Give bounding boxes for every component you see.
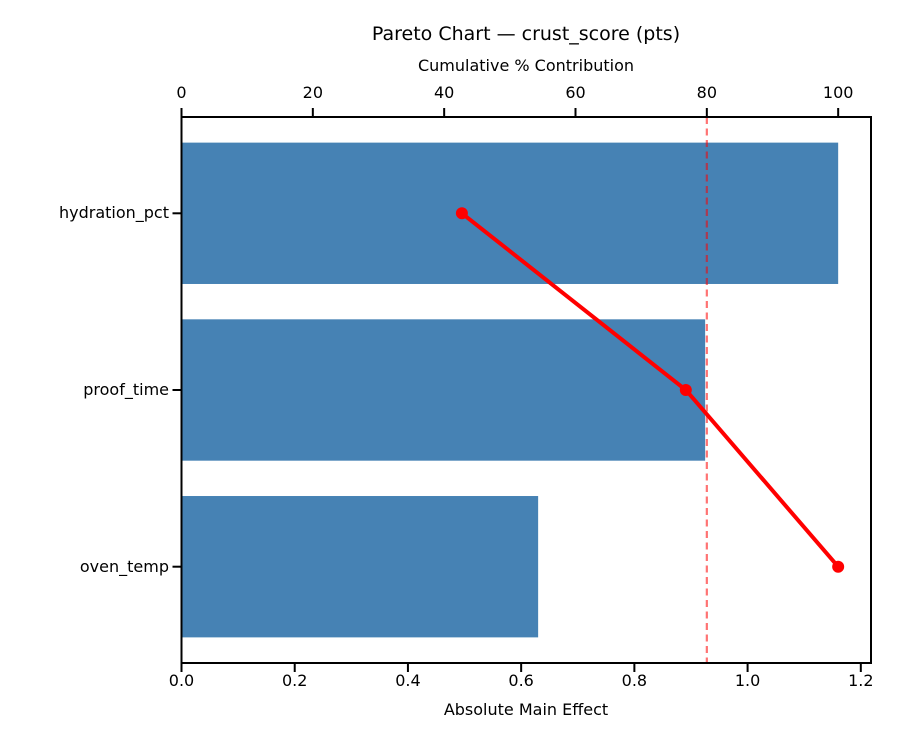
cumulative-point-oven_temp (832, 560, 845, 573)
bottom-axis-tick-label: 0.6 (508, 671, 534, 690)
cumulative-point-hydration_pct (455, 207, 468, 220)
category-label-proof_time: proof_time (83, 380, 169, 399)
top-axis-label: Cumulative % Contribution (417, 56, 635, 75)
bottom-axis-tick-label: 1.2 (848, 671, 874, 690)
cumulative-point-proof_time (679, 384, 692, 396)
top-axis-tick-label: 40 (433, 83, 455, 102)
category-label-oven_temp: oven_temp (79, 556, 169, 576)
top-axis-tick-label: 80 (696, 83, 718, 102)
bottom-axis-tick-label: 0.2 (281, 671, 308, 690)
bar-hydration_pct (181, 142, 839, 284)
bottom-axis-label: Absolute Main Effect (443, 700, 609, 719)
plot-border (180, 116, 872, 664)
bottom-axis-tick-label: 0.8 (621, 671, 648, 690)
bar-oven_temp (181, 496, 539, 638)
bar-proof_time (181, 319, 706, 461)
bottom-axis-tick-label: 0.4 (395, 671, 421, 690)
top-axis-tick-label: 20 (302, 83, 324, 102)
bottom-axis-tick-label: 1.0 (734, 671, 761, 690)
top-axis-tick-label: 0 (176, 83, 187, 102)
chart-title: Pareto Chart — crust_score (pts) (371, 23, 681, 45)
category-label-hydration_pct: hydration_pct (58, 203, 169, 223)
bottom-axis-tick-label: 0.0 (168, 671, 195, 690)
top-axis-tick-label: 100 (822, 83, 854, 102)
top-axis-tick-label: 60 (565, 83, 586, 102)
